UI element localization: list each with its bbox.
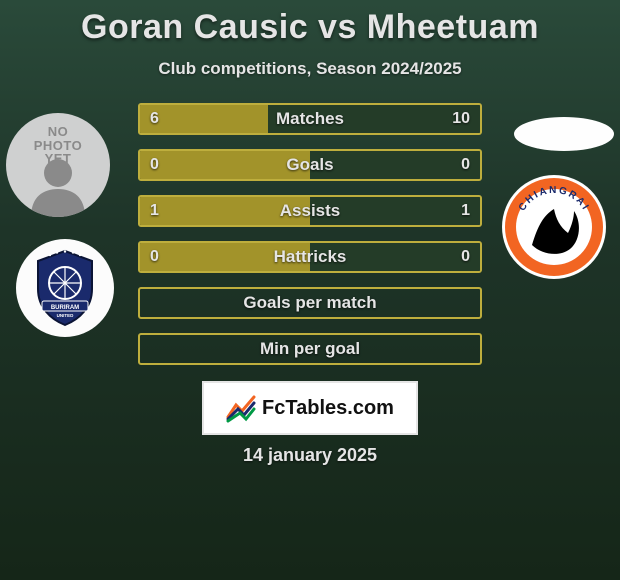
buriram-badge-icon: BURIRAM UNITED — [32, 249, 98, 327]
fctables-logo-icon — [226, 393, 256, 423]
season-subtitle: Club competitions, Season 2024/2025 — [0, 59, 620, 79]
no-photo-text: NO PHOTO YET — [6, 125, 110, 166]
stat-row: Hattricks 0 0 — [138, 241, 482, 273]
stat-left-fill — [140, 151, 310, 179]
stat-row-empty: Min per goal — [138, 333, 482, 365]
stat-label: Goals per match — [243, 293, 376, 313]
no-photo-line-3: YET — [45, 151, 72, 166]
stat-row-empty: Goals per match — [138, 287, 482, 319]
stat-left-value: 1 — [150, 202, 159, 220]
stat-left-fill — [140, 105, 268, 133]
stat-row: Assists 1 1 — [138, 195, 482, 227]
stat-label: Assists — [280, 201, 340, 221]
stat-right-value: 0 — [461, 156, 470, 174]
stat-bars: Matches610Goals00Assists11Hattricks00Goa… — [138, 103, 482, 379]
stat-label: Min per goal — [260, 339, 360, 359]
stat-right-value: 0 — [461, 248, 470, 266]
page-title: Goran Causic vs Mheetuam — [0, 0, 620, 47]
chiangrai-badge-icon: CHIANGRAI — [502, 175, 606, 279]
right-player-photo-placeholder — [514, 117, 614, 151]
stat-row: Goals 0 0 — [138, 149, 482, 181]
stat-left-value: 6 — [150, 110, 159, 128]
stat-label: Hattricks — [274, 247, 347, 267]
fctables-attribution: FcTables.com — [202, 381, 418, 435]
stat-right-fill — [310, 151, 480, 179]
stat-row: Matches 6 10 — [138, 103, 482, 135]
fctables-text: FcTables.com — [262, 397, 394, 420]
date-line: 14 january 2025 — [0, 445, 620, 466]
comparison-stage: NO PHOTO YET BURIRAM UNITED — [0, 103, 620, 443]
stat-right-value: 10 — [452, 110, 470, 128]
stat-label: Goals — [286, 155, 333, 175]
svg-text:BURIRAM: BURIRAM — [51, 305, 79, 311]
stat-right-value: 1 — [461, 202, 470, 220]
stat-left-value: 0 — [150, 156, 159, 174]
stat-left-value: 0 — [150, 248, 159, 266]
svg-text:UNITED: UNITED — [57, 313, 75, 318]
stat-label: Matches — [276, 109, 344, 129]
left-club-badge: BURIRAM UNITED — [16, 239, 114, 337]
left-player-photo-placeholder: NO PHOTO YET — [6, 113, 110, 217]
right-club-badge: CHIANGRAI — [502, 175, 606, 279]
